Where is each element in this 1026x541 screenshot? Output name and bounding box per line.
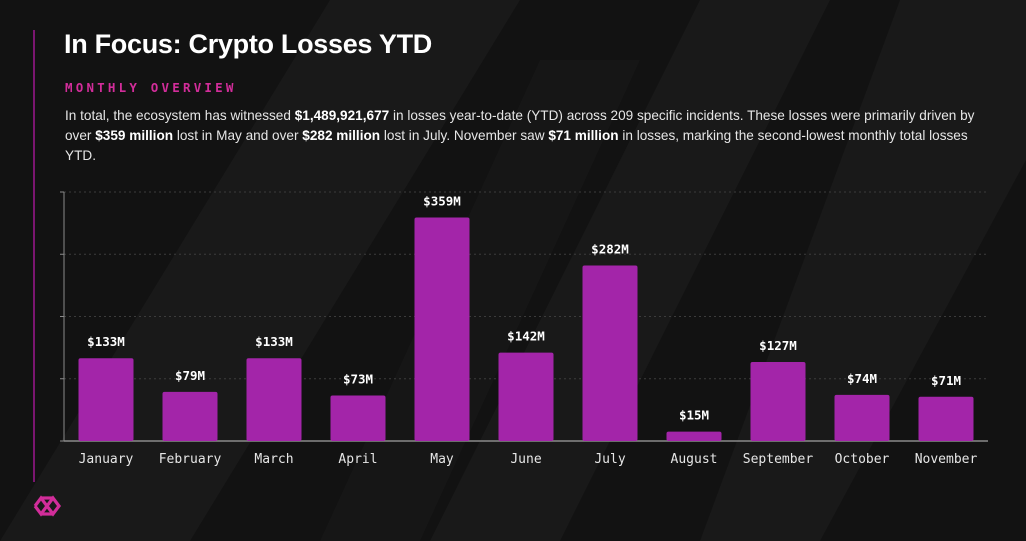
summary-may-losses: $359 million xyxy=(95,128,174,143)
summary-total-losses: $1,489,921,677 xyxy=(294,108,390,123)
summary-july-losses: $282 million xyxy=(302,128,381,143)
x-tick-label: November xyxy=(915,452,978,467)
bar-value-label: $133M xyxy=(87,334,125,349)
x-tick-label: September xyxy=(743,452,814,467)
summary-paragraph: In total, the ecosystem has witnessed $1… xyxy=(65,106,980,166)
bar-january xyxy=(78,358,134,441)
x-tick-label: May xyxy=(430,452,454,467)
x-tick-label: January xyxy=(79,452,134,467)
bar-april xyxy=(330,395,386,441)
x-tick-label: August xyxy=(671,452,718,467)
bar-november xyxy=(918,396,974,441)
summary-november-losses: $71 million xyxy=(548,128,619,143)
bar-july xyxy=(582,265,638,441)
brand-logo-icon xyxy=(33,495,61,517)
accent-divider xyxy=(33,30,35,482)
x-tick-label: April xyxy=(338,452,377,467)
bar-value-label: $127M xyxy=(759,338,797,353)
summary-text-2: in losses year-to-date (YTD) across 209 … xyxy=(65,108,975,143)
bar-march xyxy=(246,358,302,441)
bar-february xyxy=(162,391,218,441)
summary-text-1: In total, the ecosystem has witnessed xyxy=(65,108,295,123)
bar-august xyxy=(666,431,722,441)
bar-value-label: $15M xyxy=(679,408,709,423)
bar-june xyxy=(498,352,554,441)
summary-text-5: in losses, marking the second-lowest mon… xyxy=(65,128,968,163)
bar-value-label: $79M xyxy=(175,368,205,383)
bar-value-label: $359M xyxy=(423,194,461,209)
bar-value-label: $133M xyxy=(255,334,293,349)
x-tick-label: June xyxy=(510,452,541,467)
x-tick-label: March xyxy=(254,452,293,467)
bar-value-label: $282M xyxy=(591,241,629,256)
summary-text-4: lost in July. November saw xyxy=(380,128,549,143)
bar-may xyxy=(414,217,470,441)
x-tick-label: July xyxy=(594,452,625,467)
bar-value-label: $71M xyxy=(931,373,961,388)
bar-october xyxy=(834,394,890,441)
bar-value-label: $73M xyxy=(343,372,373,387)
summary-text-3: lost in May and over xyxy=(173,128,303,143)
bar-value-label: $74M xyxy=(847,371,877,386)
bar-value-label: $142M xyxy=(507,329,545,344)
x-tick-label: October xyxy=(835,452,890,467)
page-title: In Focus: Crypto Losses YTD xyxy=(64,29,432,59)
x-tick-label: February xyxy=(159,452,222,467)
section-subtitle: MONTHLY OVERVIEW xyxy=(65,80,237,95)
bar-september xyxy=(750,361,806,441)
